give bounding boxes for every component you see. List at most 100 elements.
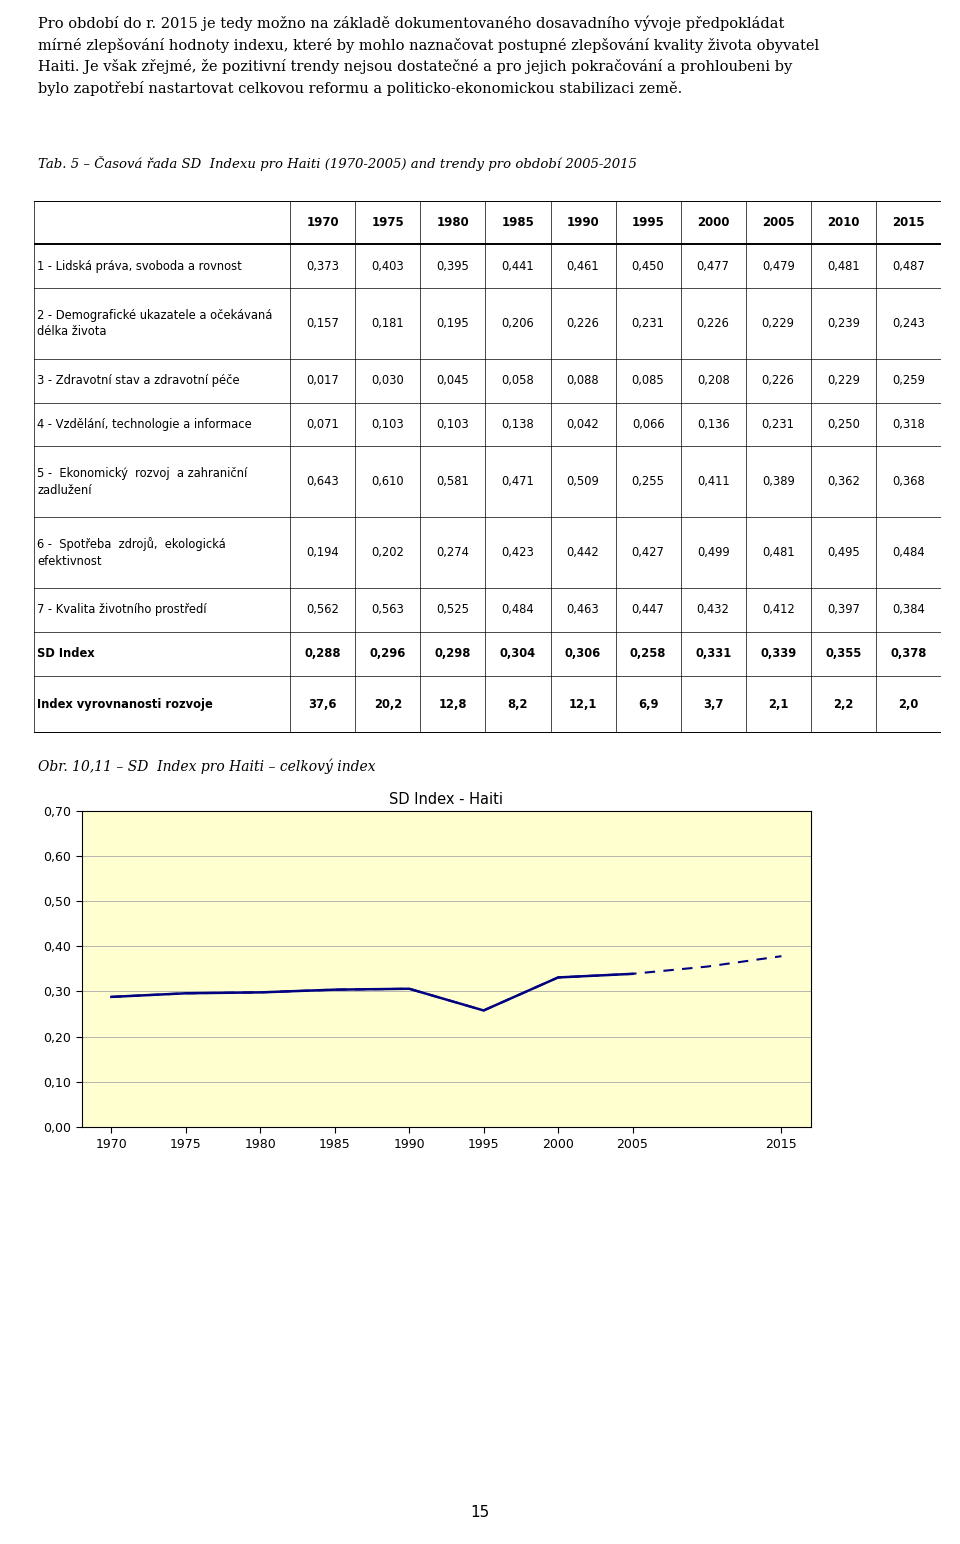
Text: 2015: 2015	[892, 216, 924, 229]
Text: 0,581: 0,581	[437, 476, 469, 488]
Text: 0,071: 0,071	[306, 418, 339, 431]
Text: 0,432: 0,432	[697, 604, 730, 616]
Text: 0,403: 0,403	[372, 259, 404, 273]
Text: 0,355: 0,355	[825, 647, 861, 661]
Text: 2,2: 2,2	[833, 698, 853, 710]
Text: 0,226: 0,226	[761, 374, 795, 388]
Text: 0,362: 0,362	[827, 476, 859, 488]
Text: 0,066: 0,066	[632, 418, 664, 431]
Text: 0,298: 0,298	[435, 647, 471, 661]
Text: 0,397: 0,397	[827, 604, 859, 616]
Text: 1990: 1990	[566, 216, 599, 229]
Text: 0,441: 0,441	[502, 259, 535, 273]
Text: 0,442: 0,442	[566, 547, 599, 559]
Text: 0,495: 0,495	[827, 547, 859, 559]
Text: 0,017: 0,017	[306, 374, 339, 388]
Text: Pro období do r. 2015 je tedy možno na základě dokumentovaného dosavadního vývoj: Pro období do r. 2015 je tedy možno na z…	[38, 15, 820, 96]
Text: 0,255: 0,255	[632, 476, 664, 488]
Text: 0,229: 0,229	[761, 317, 795, 330]
Text: 0,208: 0,208	[697, 374, 730, 388]
Text: 2,0: 2,0	[899, 698, 919, 710]
Text: 0,103: 0,103	[372, 418, 404, 431]
Text: Obr. 10,11 – SD  Index pro Haiti – celkový index: Obr. 10,11 – SD Index pro Haiti – celkov…	[38, 758, 376, 774]
Text: 0,447: 0,447	[632, 604, 664, 616]
Text: 0,481: 0,481	[827, 259, 859, 273]
Text: SD Index: SD Index	[37, 647, 95, 661]
Text: 0,481: 0,481	[762, 547, 795, 559]
Text: 0,045: 0,045	[437, 374, 469, 388]
Text: 3,7: 3,7	[703, 698, 723, 710]
Text: 1980: 1980	[437, 216, 469, 229]
Text: 2005: 2005	[762, 216, 795, 229]
Text: 12,1: 12,1	[569, 698, 597, 710]
Text: 0,030: 0,030	[372, 374, 404, 388]
Text: 37,6: 37,6	[308, 698, 337, 710]
Text: 0,138: 0,138	[502, 418, 535, 431]
Text: 0,239: 0,239	[827, 317, 859, 330]
Text: 2 - Demografické ukazatele a očekávaná
délka života: 2 - Demografické ukazatele a očekávaná d…	[37, 309, 273, 338]
Title: SD Index - Haiti: SD Index - Haiti	[390, 792, 503, 806]
Text: 0,085: 0,085	[632, 374, 664, 388]
Text: 0,231: 0,231	[632, 317, 664, 330]
Text: 0,194: 0,194	[306, 547, 339, 559]
Text: 0,389: 0,389	[762, 476, 795, 488]
Text: 0,562: 0,562	[306, 604, 339, 616]
Text: 20,2: 20,2	[373, 698, 402, 710]
Text: 0,157: 0,157	[306, 317, 339, 330]
Text: 2010: 2010	[827, 216, 859, 229]
Text: 2000: 2000	[697, 216, 730, 229]
Text: 0,226: 0,226	[697, 317, 730, 330]
Text: 0,243: 0,243	[892, 317, 924, 330]
Text: 7 - Kvalita životního prostředí: 7 - Kvalita životního prostředí	[37, 604, 206, 616]
Text: 0,206: 0,206	[502, 317, 535, 330]
Text: 0,306: 0,306	[564, 647, 601, 661]
Text: 1970: 1970	[306, 216, 339, 229]
Text: 0,318: 0,318	[892, 418, 924, 431]
Text: 6,9: 6,9	[637, 698, 659, 710]
Text: 1 - Lidská práva, svoboda a rovnost: 1 - Lidská práva, svoboda a rovnost	[37, 259, 242, 273]
Text: 5 -  Ekonomický  rozvoj  a zahraniční
zadlužení: 5 - Ekonomický rozvoj a zahraniční zadlu…	[37, 468, 248, 497]
Text: 0,484: 0,484	[892, 547, 924, 559]
Text: 0,042: 0,042	[566, 418, 599, 431]
Text: 0,384: 0,384	[892, 604, 924, 616]
Text: 15: 15	[470, 1505, 490, 1519]
Text: Index vyrovnanosti rozvoje: Index vyrovnanosti rozvoje	[37, 698, 213, 710]
Text: 0,499: 0,499	[697, 547, 730, 559]
Text: 0,477: 0,477	[697, 259, 730, 273]
Text: 0,226: 0,226	[566, 317, 599, 330]
Text: 0,088: 0,088	[566, 374, 599, 388]
Text: 0,202: 0,202	[372, 547, 404, 559]
Text: 0,471: 0,471	[502, 476, 535, 488]
Text: 0,373: 0,373	[306, 259, 340, 273]
Text: 0,484: 0,484	[502, 604, 535, 616]
Text: Tab. 5 – Časová řada SD  Indexu pro Haiti (1970-2005) and trendy pro období 2005: Tab. 5 – Časová řada SD Indexu pro Haiti…	[38, 156, 637, 171]
Text: 0,412: 0,412	[762, 604, 795, 616]
Text: 0,195: 0,195	[437, 317, 469, 330]
Text: 0,288: 0,288	[304, 647, 341, 661]
Text: 0,136: 0,136	[697, 418, 730, 431]
Text: 0,423: 0,423	[501, 547, 535, 559]
Text: 0,450: 0,450	[632, 259, 664, 273]
Text: 0,103: 0,103	[437, 418, 469, 431]
Text: 0,463: 0,463	[566, 604, 599, 616]
Text: 0,296: 0,296	[370, 647, 406, 661]
Text: 0,250: 0,250	[827, 418, 859, 431]
Text: 0,339: 0,339	[760, 647, 796, 661]
Text: 12,8: 12,8	[439, 698, 468, 710]
Text: 0,368: 0,368	[892, 476, 924, 488]
Text: 0,229: 0,229	[827, 374, 859, 388]
Text: 1985: 1985	[501, 216, 535, 229]
Text: 0,259: 0,259	[892, 374, 924, 388]
Text: 0,395: 0,395	[437, 259, 469, 273]
Text: 0,610: 0,610	[372, 476, 404, 488]
Text: 1995: 1995	[632, 216, 664, 229]
Text: 1975: 1975	[372, 216, 404, 229]
Text: 0,304: 0,304	[500, 647, 536, 661]
Text: 0,461: 0,461	[566, 259, 599, 273]
Text: 0,058: 0,058	[502, 374, 535, 388]
Text: 0,231: 0,231	[761, 418, 795, 431]
Text: 0,427: 0,427	[632, 547, 664, 559]
Text: 6 -  Spotřeba  zdrojů,  ekologická
efektivnost: 6 - Spotřeba zdrojů, ekologická efektivn…	[37, 537, 226, 568]
Text: 0,411: 0,411	[697, 476, 730, 488]
Text: 4 - Vzdělání, technologie a informace: 4 - Vzdělání, technologie a informace	[37, 418, 252, 431]
